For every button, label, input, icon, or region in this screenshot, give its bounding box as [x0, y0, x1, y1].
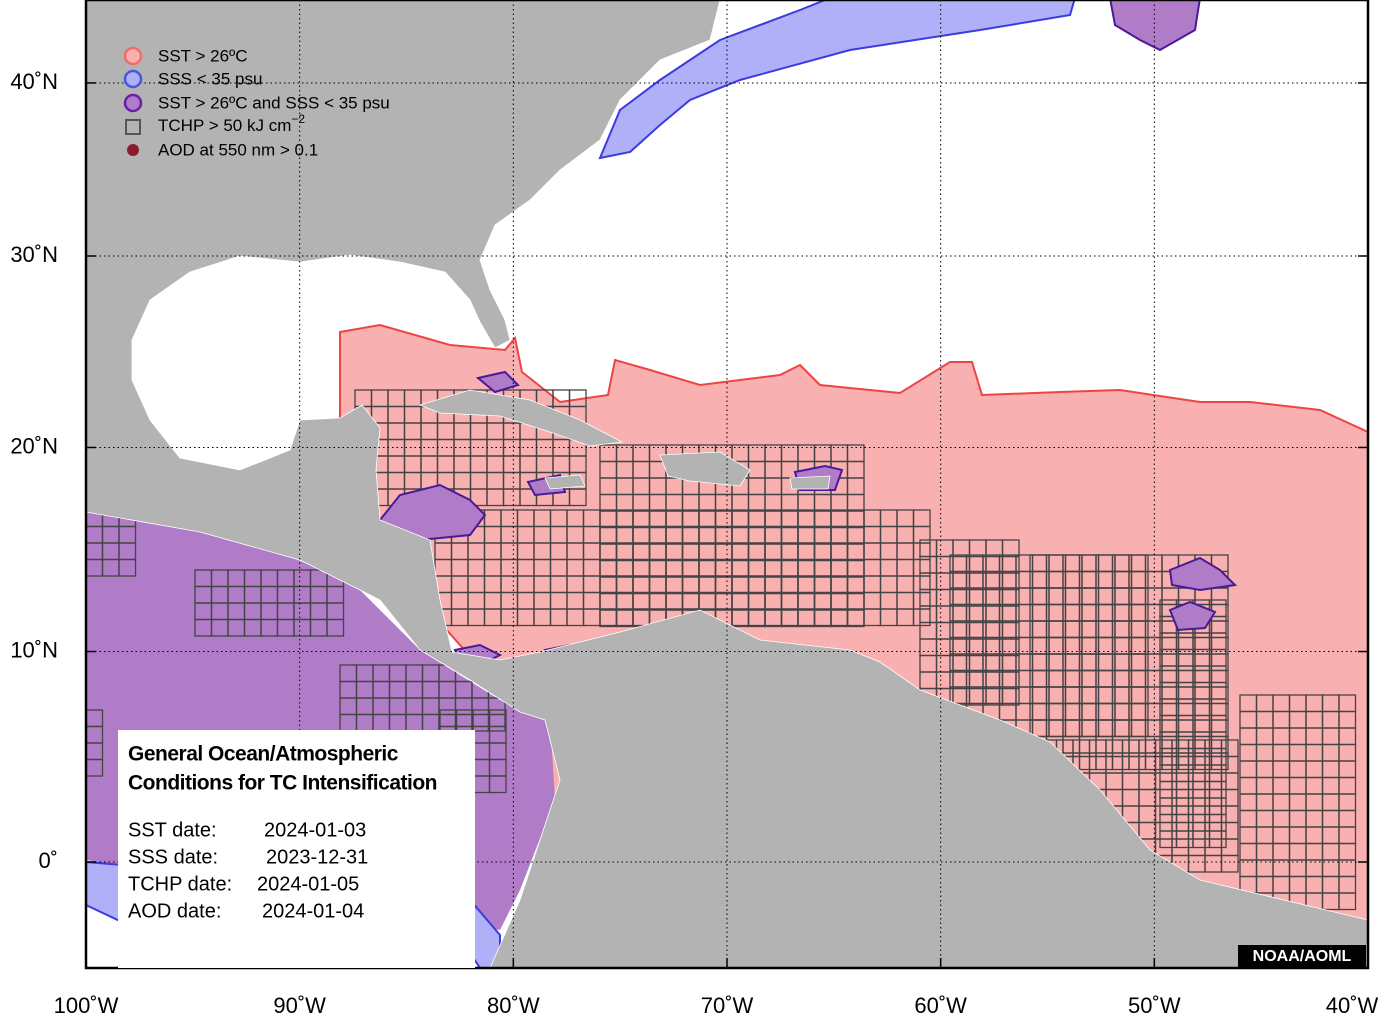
legend-label: SST > 26ºC: [158, 46, 248, 65]
date-label: AOD date:: [128, 900, 221, 922]
land: [86, 0, 1368, 968]
y-tick-label: 0˚: [38, 848, 58, 873]
y-tick-label: 30˚N: [10, 242, 58, 267]
legend-label: TCHP > 50 kJ cm−2: [158, 112, 305, 135]
date-label: SSS date:: [128, 846, 218, 868]
info-title: General Ocean/Atmospheric: [128, 743, 399, 766]
legend-swatch: [127, 144, 139, 156]
credit: NOAA/AOML: [1253, 948, 1352, 965]
legend-label: AOD at 550 nm > 0.1: [158, 140, 318, 159]
cuba: [418, 389, 624, 447]
legend-label: SST > 26ºC and SSS < 35 psu: [158, 93, 390, 112]
x-tick-label: 100˚W: [54, 993, 119, 1018]
legend-swatch: [123, 69, 143, 89]
credit-background: [1238, 945, 1366, 967]
patch: [1168, 556, 1238, 592]
legend-label-text: TCHP > 50 kJ cm: [158, 116, 291, 135]
tchp-cell: [326, 618, 345, 637]
legend-swatch: [125, 119, 141, 135]
tchp-cell: [86, 758, 104, 777]
tchp-cell: [487, 713, 506, 732]
legend-label: SSS < 35 psu: [158, 69, 262, 88]
legend-label-sup: −2: [291, 112, 305, 126]
sss-sst-patch: [1109, 0, 1201, 52]
y-tick-label: 20˚N: [10, 433, 58, 458]
x-tick-label: 40˚W: [1326, 993, 1379, 1018]
date-value: 2024-01-05: [257, 873, 359, 895]
tchp-cell: [1220, 854, 1239, 873]
patch: [475, 370, 520, 394]
date-value: 2024-01-04: [262, 900, 364, 922]
map-frame: [84, 0, 1370, 970]
date-label: TCHP date:: [128, 873, 232, 895]
puerto-rico: [789, 475, 831, 490]
sss-northeast: [598, 0, 1076, 160]
date-value: 2024-01-03: [264, 819, 366, 841]
tchp-cell: [488, 775, 507, 794]
jamaica: [544, 474, 586, 490]
continent: [86, 0, 1368, 968]
info-title: Conditions for TC Intensification: [128, 772, 437, 795]
map-layers: [86, 0, 1368, 968]
y-tick-label: 10˚N: [10, 637, 58, 662]
tchp-cell: [568, 488, 587, 507]
tchp-cell: [912, 608, 931, 627]
info-background: [118, 730, 475, 968]
tchp-cell: [118, 558, 137, 577]
x-tick-label: 60˚W: [914, 993, 967, 1018]
date-label: SST date:: [128, 819, 217, 841]
date-value: 2023-12-31: [266, 846, 368, 868]
legend-swatch: [123, 46, 143, 66]
legend-swatch: [123, 93, 143, 113]
legend: SST > 26ºC SSS < 35 psu SST > 26ºC and S…: [123, 46, 390, 159]
patch: [1168, 600, 1217, 632]
x-tick-label: 50˚W: [1128, 993, 1181, 1018]
info-box: General Ocean/Atmospheric Conditions for…: [118, 730, 475, 968]
x-tick-label: 70˚W: [701, 993, 754, 1018]
y-tick-label: 40˚N: [10, 69, 58, 94]
tchp-cell: [1338, 892, 1357, 911]
tchp-cell: [1001, 687, 1020, 706]
x-tick-label: 90˚W: [273, 993, 326, 1018]
x-tick-label: 80˚W: [487, 993, 540, 1018]
tchp-cell: [1210, 752, 1229, 771]
